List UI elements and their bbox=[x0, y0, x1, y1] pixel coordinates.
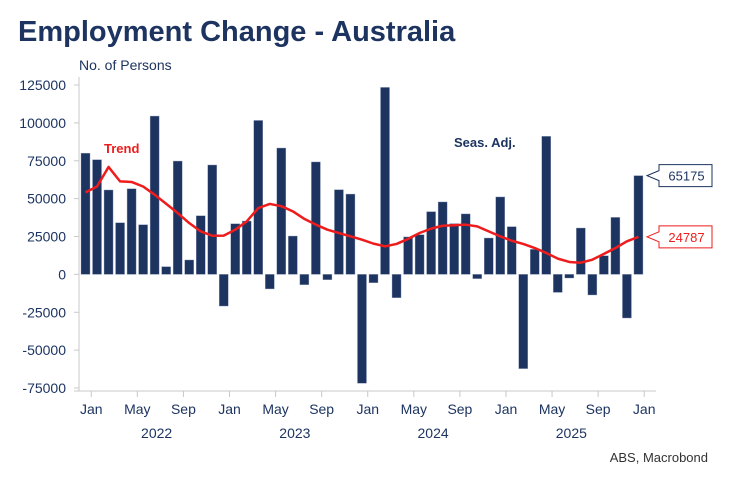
y-tick-label: -75000 bbox=[22, 380, 66, 396]
bar-2024-07 bbox=[437, 201, 448, 275]
bar-2024-02 bbox=[380, 87, 390, 275]
x-tick-label: Jan bbox=[356, 401, 379, 417]
bar-2023-01 bbox=[230, 223, 240, 275]
bar-2022-07 bbox=[161, 266, 171, 275]
bar-2024-03 bbox=[391, 274, 402, 298]
x-tick-label: Sep bbox=[309, 401, 334, 417]
bar-2025-08 bbox=[587, 274, 598, 296]
bar-2025-09 bbox=[599, 255, 609, 275]
x-tick-label: Jan bbox=[633, 401, 656, 417]
seas-adj-last-callout-box bbox=[645, 164, 713, 188]
bar-2022-08 bbox=[172, 160, 183, 275]
bar-2023-12 bbox=[357, 274, 367, 384]
source-note: ABS, Macrobond bbox=[609, 450, 708, 465]
y-tick-label: -25000 bbox=[22, 304, 66, 320]
y-tick-label: 125000 bbox=[19, 77, 66, 93]
bar-2022-09 bbox=[184, 259, 194, 275]
x-tick-label: Sep bbox=[447, 401, 472, 417]
bar-2022-12 bbox=[219, 274, 229, 307]
x-tick-label: Jan bbox=[495, 401, 518, 417]
bar-2024-06 bbox=[426, 211, 436, 275]
bar-2023-08 bbox=[311, 161, 321, 275]
bar-2022-02 bbox=[103, 189, 114, 275]
bar-2023-04 bbox=[265, 274, 275, 290]
bar-2024-05 bbox=[414, 234, 425, 275]
bar-2023-06 bbox=[288, 235, 298, 275]
bar-2024-10 bbox=[472, 274, 482, 279]
y-tick-label: 0 bbox=[58, 266, 66, 282]
bar-2025-03 bbox=[530, 249, 540, 275]
bar-2023-05 bbox=[276, 147, 287, 275]
x-tick-label: Sep bbox=[171, 401, 196, 417]
x-tick-label: Jan bbox=[218, 401, 241, 417]
x-tick-label: May bbox=[401, 401, 427, 417]
bar-2025-07 bbox=[576, 227, 586, 275]
x-year-label: 2022 bbox=[141, 425, 172, 441]
bar-2023-03 bbox=[253, 120, 264, 275]
trend-last-callout-value: 24787 bbox=[668, 230, 704, 245]
bar-2024-08 bbox=[449, 223, 459, 275]
bar-2024-01 bbox=[368, 274, 379, 283]
x-tick-label: Sep bbox=[586, 401, 611, 417]
bar-2024-11 bbox=[484, 237, 494, 275]
bar-2022-11 bbox=[207, 164, 217, 275]
x-tick-label: May bbox=[124, 401, 150, 417]
trend-last-callout-box bbox=[645, 225, 713, 249]
bar-2025-04 bbox=[541, 136, 551, 275]
bar-2025-11 bbox=[622, 274, 632, 319]
bar-2022-10 bbox=[195, 215, 206, 275]
bar-2025-12 bbox=[633, 175, 644, 275]
x-year-label: 2023 bbox=[279, 425, 310, 441]
legend-trend-label: Trend bbox=[104, 141, 139, 156]
x-tick-label: May bbox=[539, 401, 565, 417]
bar-2025-02 bbox=[518, 274, 528, 369]
chart-title: Employment Change - Australia bbox=[18, 16, 456, 48]
bar-2021-12 bbox=[80, 152, 91, 275]
y-tick-label: 25000 bbox=[27, 229, 66, 245]
bar-2023-02 bbox=[242, 220, 252, 275]
bar-2023-09 bbox=[322, 274, 333, 280]
x-tick-label: Jan bbox=[80, 401, 103, 417]
trend-line bbox=[84, 165, 639, 264]
x-tick-label: May bbox=[262, 401, 288, 417]
bar-2022-04 bbox=[126, 188, 137, 275]
legend-seas-adj-label: Seas. Adj. bbox=[454, 135, 516, 150]
bar-2025-06 bbox=[564, 274, 575, 279]
y-tick-label: 75000 bbox=[27, 153, 66, 169]
bar-2022-03 bbox=[115, 222, 125, 275]
y-tick-label: 50000 bbox=[27, 191, 66, 207]
seas-adj-last-callout-value: 65175 bbox=[668, 169, 704, 184]
bar-2024-09 bbox=[460, 213, 471, 275]
bar-2025-01 bbox=[507, 226, 517, 275]
y-tick-label: 100000 bbox=[19, 115, 66, 131]
y-axis-label: No. of Persons bbox=[79, 57, 172, 73]
x-year-label: 2024 bbox=[418, 425, 449, 441]
bar-2022-05 bbox=[138, 224, 148, 275]
bar-2025-05 bbox=[553, 274, 563, 293]
bar-2024-04 bbox=[403, 236, 413, 275]
x-year-label: 2025 bbox=[556, 425, 587, 441]
bar-2023-07 bbox=[299, 274, 310, 285]
y-tick-label: -50000 bbox=[22, 342, 66, 358]
bar-2022-01 bbox=[92, 159, 102, 275]
